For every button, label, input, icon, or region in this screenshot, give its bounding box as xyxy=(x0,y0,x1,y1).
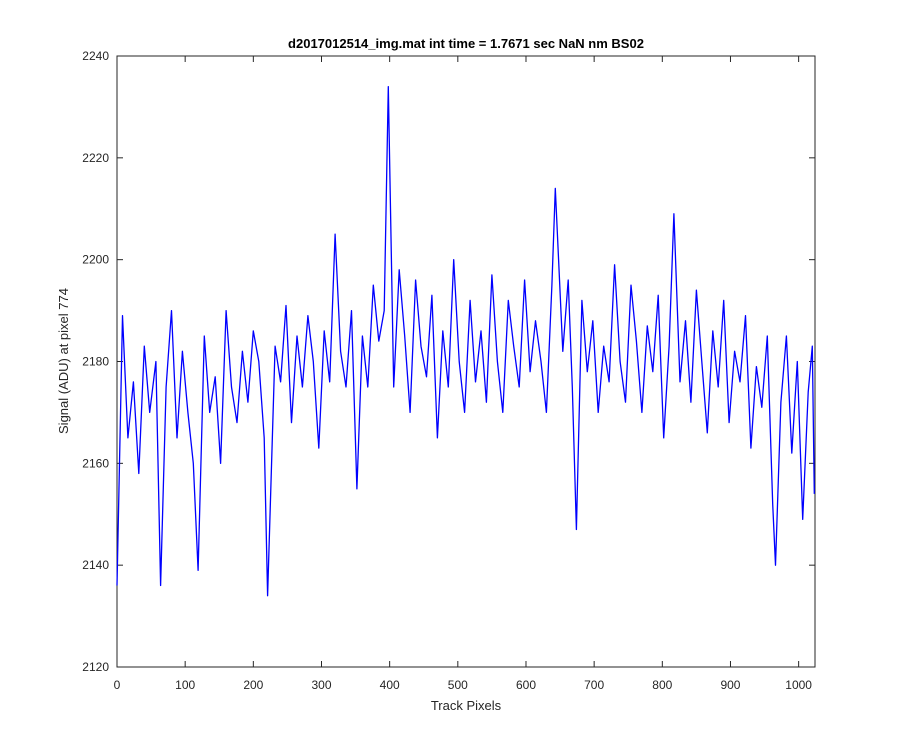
y-axis-label: Signal (ADU) at pixel 774 xyxy=(56,288,71,434)
y-tick-label: 2220 xyxy=(82,151,109,165)
plot-area xyxy=(116,55,816,668)
y-tick-label: 2240 xyxy=(82,49,109,63)
x-tick-label: 0 xyxy=(114,678,121,692)
x-tick-label: 1000 xyxy=(785,678,812,692)
y-tick-label: 2120 xyxy=(82,660,109,674)
series-group xyxy=(116,85,815,597)
x-tick-label: 300 xyxy=(311,678,331,692)
y-tick-label: 2180 xyxy=(82,355,109,369)
x-tick-label: 700 xyxy=(584,678,604,692)
x-tick-label: 800 xyxy=(652,678,672,692)
axis-ticks: 0 100 200 300 400 500 600 700 800 900 1000 2120 2140… xyxy=(82,49,815,692)
x-tick-label: 100 xyxy=(175,678,195,692)
x-tick-label: 600 xyxy=(516,678,536,692)
x-tick-label: 500 xyxy=(448,678,468,692)
series-line xyxy=(116,85,815,597)
x-tick-label: 400 xyxy=(380,678,400,692)
x-axis-label: Track Pixels xyxy=(431,698,502,713)
y-tick-label: 2200 xyxy=(82,253,109,267)
chart-title: d2017012514_img.mat int time = 1.7671 se… xyxy=(288,36,644,51)
y-tick-label: 2160 xyxy=(82,456,109,470)
x-tick-label: 200 xyxy=(243,678,263,692)
y-tick-label: 2140 xyxy=(82,558,109,572)
x-tick-label: 900 xyxy=(720,678,740,692)
